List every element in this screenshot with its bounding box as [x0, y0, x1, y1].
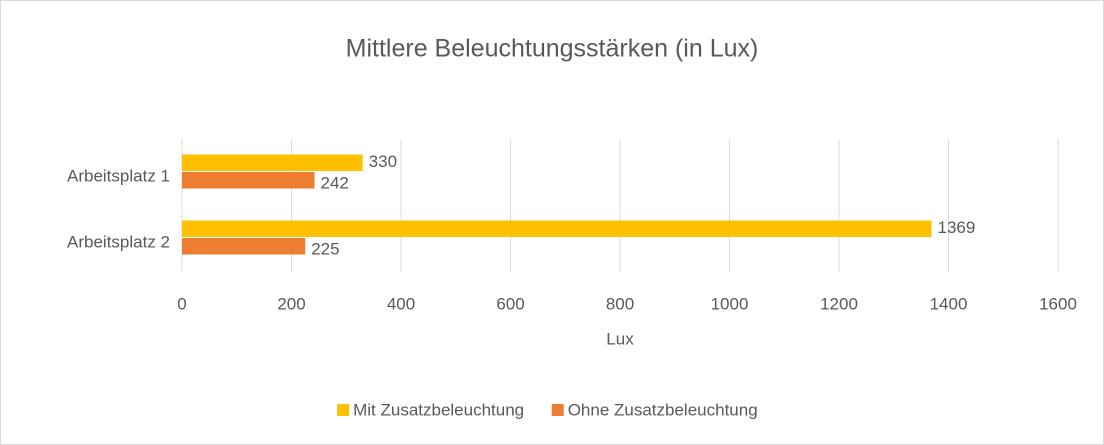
- x-tick-label: 200: [277, 294, 305, 313]
- x-tick-label: 1200: [820, 294, 858, 313]
- legend-label: Mit Zusatzbeleuchtung: [353, 400, 524, 419]
- data-label: 330: [369, 152, 397, 171]
- chart-title: Mittlere Beleuchtungsstärken (in Lux): [346, 35, 759, 63]
- x-tick-label: 1400: [930, 294, 968, 313]
- x-tick-label: 800: [606, 294, 634, 313]
- y-tick-label: Arbeitsplatz 1: [67, 166, 170, 185]
- x-tick-label: 1000: [711, 294, 749, 313]
- bar: [182, 172, 315, 189]
- x-axis-label: Lux: [606, 329, 634, 348]
- y-tick-label: Arbeitsplatz 2: [67, 232, 170, 251]
- x-tick-label: 0: [177, 294, 186, 313]
- x-tick-label: 1600: [1039, 294, 1077, 313]
- data-label: 225: [311, 240, 339, 259]
- data-label: 242: [320, 174, 348, 193]
- data-label: 1369: [938, 218, 976, 237]
- legend-swatch: [551, 404, 564, 416]
- legend-swatch: [337, 404, 350, 416]
- bar: [182, 238, 306, 255]
- x-tick-label: 600: [496, 294, 524, 313]
- legend-label: Ohne Zusatzbeleuchtung: [568, 400, 758, 419]
- bar: [182, 220, 932, 237]
- bar: [182, 154, 363, 171]
- x-tick-label: 400: [387, 294, 415, 313]
